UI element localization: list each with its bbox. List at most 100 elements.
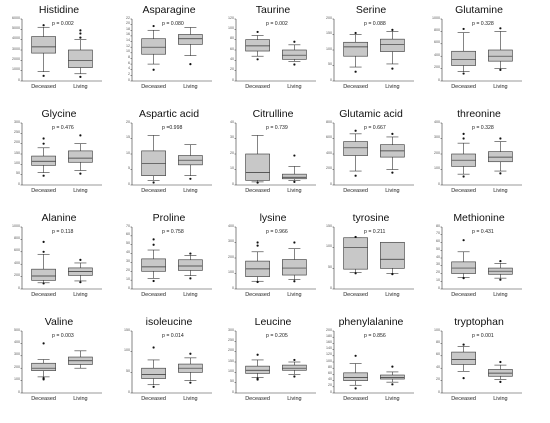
y-tick-label: 30: [436, 262, 440, 267]
y-tick-label: 200: [326, 327, 332, 332]
outlier-point: [152, 385, 155, 388]
y-tick-label: 50: [126, 241, 130, 246]
y-tick-label: 20: [126, 21, 130, 26]
y-tick-label: 0: [330, 389, 332, 394]
x-tick-label: Deceased: [343, 292, 368, 298]
x-tick-label: Living: [385, 396, 400, 402]
box-deceased: [141, 135, 166, 184]
chart-title: tryptophan: [454, 316, 504, 328]
outlier-point: [79, 281, 82, 284]
box-deceased: [31, 24, 56, 77]
outlier-point: [42, 142, 45, 145]
iqr-box: [31, 362, 56, 371]
y-tick-label: 1000: [12, 67, 20, 72]
x-tick-label: Living: [183, 188, 198, 194]
box-living: [178, 352, 203, 384]
plot-area: [332, 18, 414, 82]
outlier-point: [152, 181, 155, 184]
iqr-box: [141, 367, 166, 379]
outlier-point: [152, 238, 155, 241]
x-tick-label: Deceased: [451, 292, 476, 298]
y-tick-label: 300: [228, 239, 234, 243]
y-tick-label: 10: [436, 277, 440, 282]
y-tick-label: 20: [230, 150, 234, 155]
iqr-box: [245, 39, 270, 52]
p-value-label: p = 0.080: [162, 21, 184, 27]
p-value-label: p = 0.014: [162, 333, 184, 339]
box-deceased: [451, 132, 476, 178]
outlier-point: [293, 63, 296, 66]
outlier-point: [42, 174, 45, 177]
outlier-point: [499, 360, 502, 364]
outlier-point: [256, 353, 259, 356]
p-value-label: p = 0.088: [364, 21, 386, 27]
y-tick-label: 0: [232, 77, 234, 82]
y-tick-label: 200: [228, 254, 234, 259]
iqr-box: [451, 50, 476, 66]
boxplot-panel: Glutamic acid p = 0.667 0 200 400 600 800 Decea…: [320, 108, 422, 210]
y-tick-label: 60: [436, 352, 440, 357]
outlier-point: [79, 75, 82, 78]
box-deceased: [451, 27, 476, 75]
box-deceased: [245, 241, 270, 284]
iqr-box: [245, 365, 270, 374]
box-deceased: [31, 342, 56, 381]
y-tick-label: 800: [326, 119, 332, 124]
iqr-box: [488, 151, 513, 163]
y-tick-label: 0: [128, 285, 130, 290]
outlier-point: [462, 175, 465, 178]
y-tick-label: 600: [434, 40, 440, 45]
y-tick-label: 20: [436, 270, 440, 274]
x-tick-label: Living: [73, 396, 88, 402]
iqr-box: [380, 374, 405, 380]
y-tick-label: 20: [328, 383, 332, 388]
y-tick-label: 60: [126, 232, 130, 237]
y-tick-label: 2: [128, 71, 130, 76]
x-tick-label: Deceased: [245, 84, 270, 90]
y-tick-label: 160: [326, 339, 332, 344]
y-tick-label: 120: [228, 15, 234, 20]
y-tick-label: 60: [328, 370, 332, 375]
outlier-point: [354, 70, 357, 73]
y-tick-label: 5: [128, 166, 130, 170]
y-tick-label: 80: [436, 223, 440, 228]
y-tick-label: 80: [328, 364, 332, 369]
y-tick-label: 100: [228, 25, 234, 30]
outlier-point: [293, 241, 296, 244]
y-tick-label: 20: [436, 377, 440, 382]
boxplot-panel: Methionine p = 0.431 0 10 20 30 40 50 60 70 80 Dece…: [428, 212, 530, 314]
x-tick-label: Deceased: [31, 188, 56, 194]
outlier-point: [152, 346, 155, 349]
x-tick-label: Living: [493, 396, 508, 402]
y-tick-label: 180: [326, 333, 332, 338]
boxplot-panel: Glycine p = 0.476 0 50 100 150 200 250 300 Deceas…: [8, 108, 110, 210]
x-tick-label: Deceased: [141, 84, 166, 90]
x-tick-label: Deceased: [451, 188, 476, 194]
y-tick-label: 80: [230, 36, 234, 41]
x-tick-label: Deceased: [141, 188, 166, 194]
outlier-point: [293, 375, 296, 378]
y-tick-label: 0: [330, 77, 332, 82]
y-tick-label: 100: [326, 358, 332, 363]
y-tick-label: 0: [438, 285, 440, 290]
x-tick-label: Deceased: [451, 396, 476, 402]
box-deceased: [343, 235, 368, 275]
y-tick-label: 0: [128, 77, 130, 82]
boxplot-panel: Histidine p = 0.002 0 1000 2000 3000 4000 5000 6…: [8, 4, 110, 106]
outlier-point: [499, 137, 502, 140]
chart-title: Glutamic acid: [339, 108, 403, 120]
box-deceased: [451, 239, 476, 280]
outlier-point: [152, 243, 155, 246]
outlier-point: [256, 58, 259, 61]
chart-title: Aspartic acid: [138, 108, 200, 120]
x-tick-label: Deceased: [343, 188, 368, 194]
y-tick-label: 0: [18, 285, 20, 290]
outlier-point: [354, 129, 357, 132]
outlier-point: [462, 72, 465, 75]
outlier-point: [293, 358, 296, 362]
y-tick-label: 100: [124, 348, 130, 353]
outlier-point: [354, 354, 357, 357]
y-tick-label: 4: [128, 66, 130, 71]
y-tick-label: 0: [128, 389, 130, 394]
y-tick-label: 200: [434, 150, 440, 155]
